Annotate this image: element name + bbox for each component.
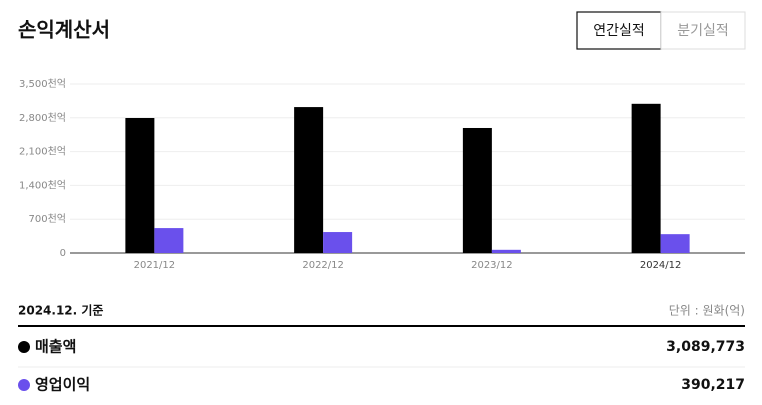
y-tick-label: 3,500천억 <box>19 78 66 90</box>
summary-value: 390,217 <box>681 377 745 393</box>
legend-dot <box>18 379 30 391</box>
y-tick-label: 1,400천억 <box>19 179 66 191</box>
legend-label: 매출액 <box>35 338 76 356</box>
tab-quarter[interactable] <box>660 11 746 50</box>
bar <box>491 249 521 253</box>
base-date: 2024.12. 기준 <box>18 303 103 318</box>
y-tick-label: 2,800천억 <box>19 112 66 124</box>
tab-label[interactable]: 연간실적 <box>593 23 645 39</box>
x-tick-label: 2022/12 <box>302 260 344 271</box>
bar <box>660 234 690 253</box>
summary-value: 3,089,773 <box>666 339 745 355</box>
bar <box>323 232 353 253</box>
bar <box>631 103 661 253</box>
bar <box>154 228 184 253</box>
y-tick-label: 2,100천억 <box>19 146 66 158</box>
bar <box>462 127 492 253</box>
unit: 단위 : 원화(억) <box>669 304 745 318</box>
x-tick-label: 2024/12 <box>640 260 682 271</box>
tab-label[interactable]: 분기실적 <box>677 23 729 39</box>
x-tick-label: 2023/12 <box>471 260 513 271</box>
bar <box>294 107 324 254</box>
bar <box>125 117 155 254</box>
title: 손익계산서 <box>18 18 110 42</box>
x-tick-label: 2021/12 <box>134 260 176 271</box>
legend-label: 영업이익 <box>35 376 90 394</box>
legend-dot <box>18 341 30 353</box>
tab-annual[interactable] <box>576 11 662 50</box>
y-tick-label: 700천억 <box>29 213 67 225</box>
y-tick-label: 0 <box>60 248 66 259</box>
